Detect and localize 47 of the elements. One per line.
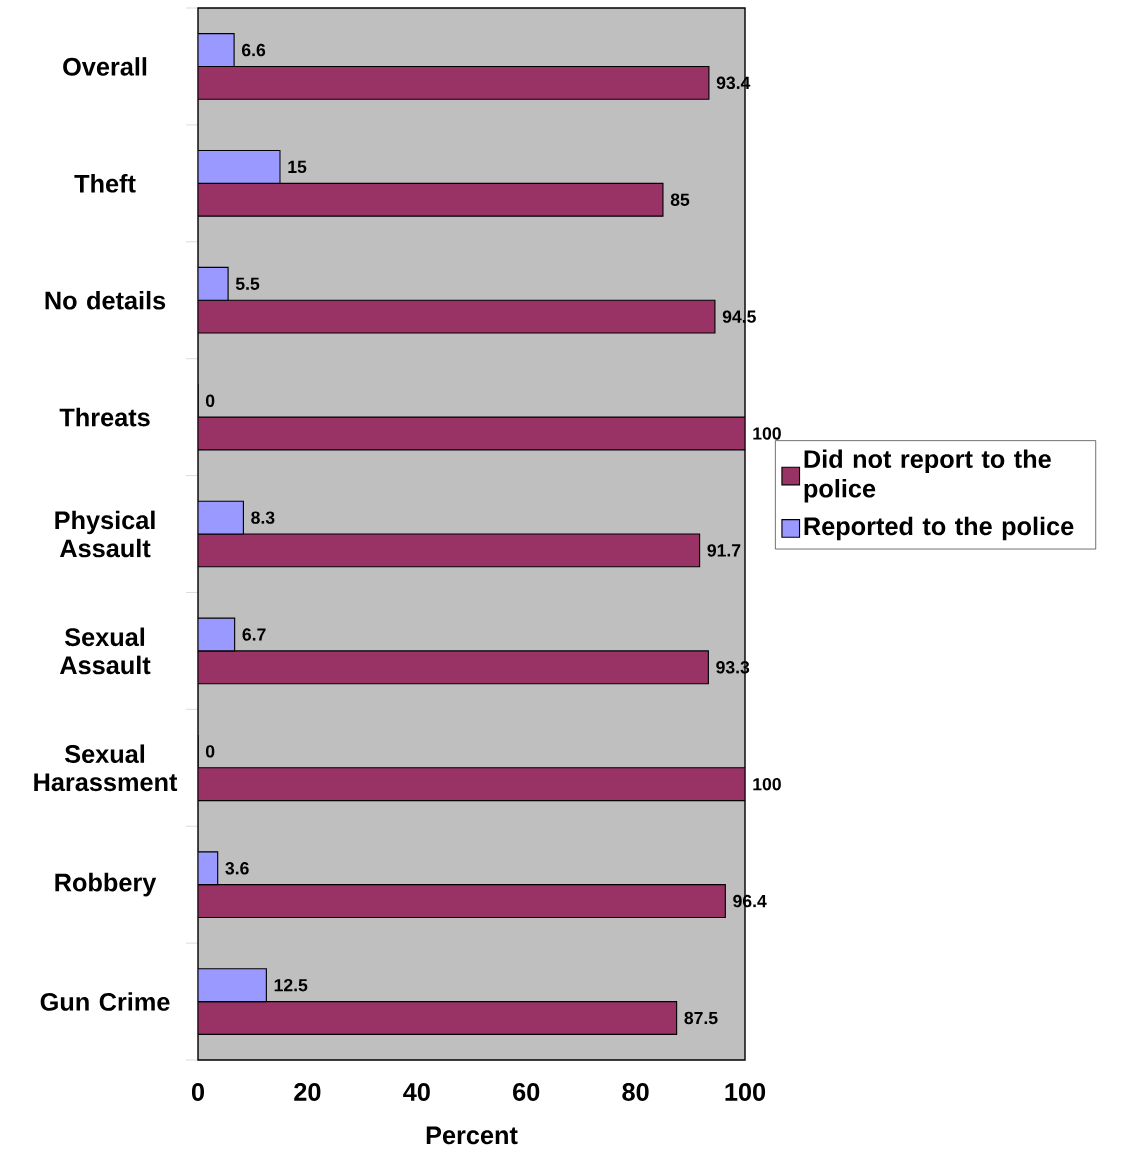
bar (198, 266, 229, 301)
bar (198, 65, 710, 100)
y-tick-label: Physical Assault (55, 510, 155, 558)
data-label: 3.6 (225, 862, 249, 875)
y-tick-label: Robbery (55, 872, 157, 897)
data-label: 8.3 (251, 511, 275, 524)
bar (198, 968, 267, 1003)
legend-label: Did not report to the police (804, 449, 1051, 503)
x-tick-label: 60 (513, 1082, 540, 1101)
data-label: 100 (753, 777, 781, 791)
x-tick-label: 80 (622, 1082, 649, 1101)
y-tick-label: Theft (74, 174, 136, 193)
bar (198, 1001, 678, 1035)
y-tick-label: Sexual Assault (59, 627, 151, 675)
bar (198, 617, 236, 652)
data-label: 91.7 (707, 544, 741, 557)
bar (198, 416, 746, 451)
bar (198, 650, 709, 685)
data-label: 100 (753, 427, 781, 440)
bar (198, 149, 281, 184)
data-label: 12.5 (274, 978, 308, 992)
bar (198, 533, 701, 568)
x-tick-label: 100 (725, 1082, 766, 1101)
bar (198, 884, 726, 919)
x-axis-title: Percent (426, 1126, 518, 1145)
data-label: 87.5 (684, 1011, 718, 1025)
data-label: 6.6 (241, 43, 266, 57)
legend-label: Reported to the police (804, 516, 1074, 541)
x-tick-label: 40 (403, 1082, 430, 1101)
x-tick-label: 0 (191, 1082, 204, 1101)
x-tick-label: 20 (294, 1082, 321, 1101)
data-label: 85 (670, 193, 690, 206)
bar (198, 33, 235, 68)
data-label: 0 (205, 745, 215, 758)
y-tick-label: No details (45, 290, 166, 310)
y-tick-label: Overall (63, 57, 147, 76)
data-label: 6.7 (242, 628, 266, 641)
data-label: 0 (205, 394, 215, 407)
data-label: 5.5 (235, 277, 260, 290)
bar (198, 182, 664, 217)
bar (198, 767, 746, 802)
data-label: 15 (288, 160, 307, 174)
bar (198, 500, 244, 535)
y-tick-label: Threats (59, 407, 150, 427)
y-tick-label: Sexual Harassment (34, 744, 178, 792)
bar (198, 299, 716, 334)
y-tick-label: Gun Crime (40, 992, 170, 1011)
